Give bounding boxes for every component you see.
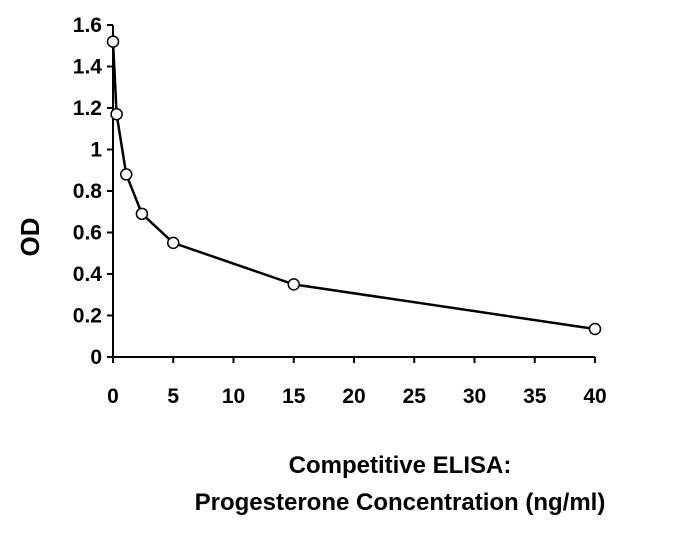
y-ticks: 0 0.2 0.4 0.6 0.8 1 1.2 1.4 1.6 [73,14,113,369]
x-tick-label: 20 [342,385,365,408]
x-tick-label: 25 [403,385,427,408]
x-tick-label: 15 [282,385,306,408]
x-axis: 0 5 10 15 20 25 30 35 40 [107,356,607,408]
y-tick-label: 0.2 [73,305,102,328]
x-tick-label: 40 [583,385,606,408]
x-tick-label: 0 [107,385,119,408]
y-axis-title: OD [15,218,45,257]
x-tick-label: 35 [523,385,547,408]
y-tick-label: 1.4 [73,56,103,79]
y-tick-label: 0.8 [73,180,103,203]
y-tick-label: 0 [90,346,102,369]
data-point [106,35,120,48]
y-tick-label: 0.4 [73,263,103,286]
x-ticks: 0 5 10 15 20 25 30 35 40 [107,357,607,408]
x-tick-label: 5 [167,385,179,408]
series [106,35,602,336]
data-point [120,168,133,181]
y-tick-label: 1.6 [73,14,102,37]
y-tick-label: 1 [90,139,102,162]
data-point [588,322,602,336]
data-point [110,107,123,121]
x-tick-label: 10 [222,385,245,408]
data-point [287,278,300,291]
y-tick-label: 1.2 [73,97,102,120]
data-point [167,236,180,250]
x-axis-title-line-2: Progesterone Concentration (ng/ml) [195,489,606,516]
x-tick-label: 30 [463,385,486,408]
y-axis: 0 0.2 0.4 0.6 0.8 1 1.2 1.4 1.6 [73,14,114,369]
series-line [111,41,596,331]
y-tick-label: 0.6 [73,222,102,245]
data-point [135,207,149,221]
x-axis-title-line-1: Competitive ELISA: [289,452,512,479]
